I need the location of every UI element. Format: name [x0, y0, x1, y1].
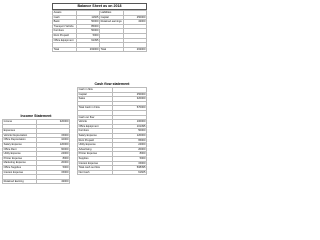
balance-sheet: Balance Sheet as on 2018 Assets Liabiliti…: [52, 3, 147, 53]
cash-flow-title: Cash flow statement: [94, 82, 130, 86]
table-cell: 61605: [111, 169, 147, 176]
table-cell: Retained Earning: [2, 178, 37, 185]
table-cell: Total: [99, 46, 124, 53]
table-cell: Office Equipment: [52, 37, 77, 44]
balance-sheet-table: Assets Liabilities Cash 11605 Capital 250000 B…: [52, 10, 147, 53]
table-cell: 43000: [35, 178, 70, 185]
income-statement-table: Income 320000 Expenses Vehicle Depreciation…: [2, 119, 70, 185]
table-cell: 293000: [122, 46, 147, 53]
table-cell: Total: [52, 46, 77, 53]
page: {"balance_sheet": {"title": "Balance She…: [0, 0, 149, 198]
table-cell: 293000: [75, 46, 100, 53]
cash-flow: Cash flow statement Cash in flow Capital 2…: [77, 82, 147, 176]
table-cell: Retained earnings: [99, 19, 124, 25]
table-cell: Net Cash: [77, 169, 113, 176]
balance-sheet-title: Balance Sheet as on 2018: [52, 3, 147, 10]
table-row: Total 293000 Total 293000: [52, 46, 147, 53]
income-statement: Income Statement Income 320000 Expenses Veh…: [2, 114, 70, 185]
table-cell: Transport Vehicle: [52, 23, 77, 30]
table-row: Retained Earning 43000: [2, 178, 70, 185]
cash-flow-table: Cash in flow Capital 250000 Sales 320000 Tota…: [77, 87, 147, 176]
table-row: Net Cash 61605: [77, 169, 147, 176]
income-statement-title: Income Statement: [20, 114, 52, 118]
